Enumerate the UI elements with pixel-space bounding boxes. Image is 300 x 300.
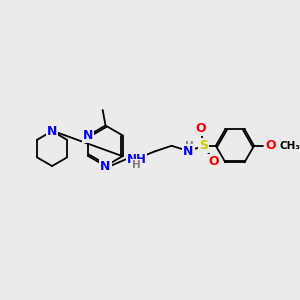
Text: N: N [100,160,111,172]
Text: N: N [183,145,193,158]
Text: H: H [185,141,194,151]
Text: S: S [200,139,208,152]
Text: N: N [83,129,93,142]
Text: NH: NH [127,152,146,166]
Text: O: O [196,122,206,135]
Text: H: H [132,160,141,170]
Text: O: O [208,155,219,168]
Text: N: N [47,124,57,138]
Text: CH₃: CH₃ [279,141,300,151]
Text: O: O [266,139,276,152]
